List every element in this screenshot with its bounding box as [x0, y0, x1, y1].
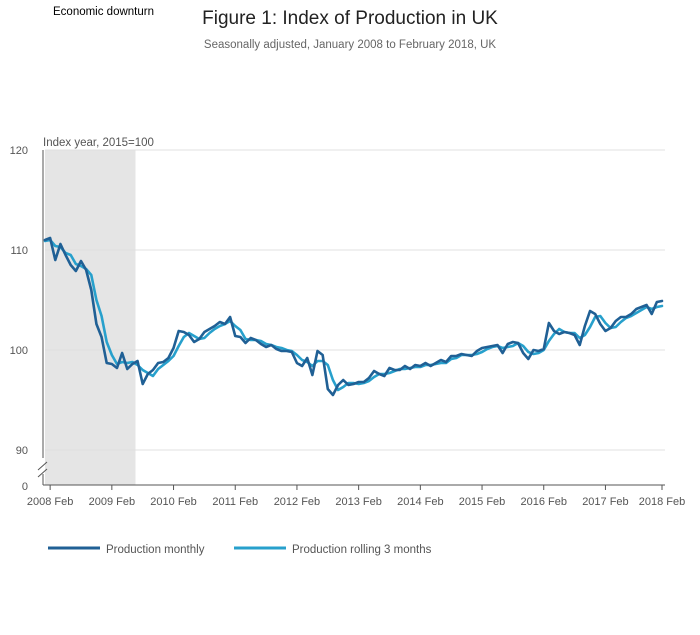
x-tick-label: 2012 Feb: [274, 496, 320, 508]
y-tick-label: 90: [16, 445, 28, 457]
chart-title: Figure 1: Index of Production in UK: [202, 8, 498, 29]
y-tick-label: 120: [10, 145, 28, 157]
series-line-production-monthly: [43, 236, 664, 397]
x-tick-label: 2013 Feb: [335, 496, 381, 508]
x-axis-ticks: 2008 Feb 2009 Feb 2010 Feb 2011 Feb 2012 Feb…: [27, 485, 685, 508]
y-tick-label-zero: 0: [22, 481, 28, 493]
x-tick-label: 2016 Feb: [520, 496, 566, 508]
series-line-production-rolling-3-months: [43, 238, 664, 392]
axis-break-mark: [37, 468, 48, 478]
x-tick-label: 2017 Feb: [582, 496, 628, 508]
axis-break-mark: [37, 461, 48, 471]
x-tick-label: 2010 Feb: [150, 496, 196, 508]
grid-lines: [45, 149, 665, 451]
x-tick-label: 2018 Feb: [639, 496, 685, 508]
y-axis-ticks: 90 100 110 120: [10, 145, 28, 457]
x-tick-label: 2015 Feb: [459, 496, 505, 508]
legend-label-rolling: Production rolling 3 months: [292, 544, 432, 556]
legend-label-monthly: Production monthly: [106, 544, 205, 556]
x-tick-label: 2009 Feb: [89, 496, 135, 508]
economic-downturn-label: Economic downturn: [53, 6, 154, 18]
y-tick-label: 100: [10, 345, 28, 357]
y-axis-unit-label: Index year, 2015=100: [43, 137, 154, 149]
legend: Production monthly Production rolling 3 m…: [48, 544, 432, 556]
series-lines: [43, 236, 664, 397]
chart-subtitle: Seasonally adjusted, January 2008 to Feb…: [204, 39, 496, 51]
x-tick-label: 2008 Feb: [27, 496, 73, 508]
axes: [37, 150, 665, 486]
economic-downturn-shading: [45, 150, 136, 485]
x-tick-label: 2014 Feb: [397, 496, 443, 508]
y-tick-label: 110: [10, 245, 28, 257]
x-tick-label: 2011 Feb: [212, 496, 258, 508]
